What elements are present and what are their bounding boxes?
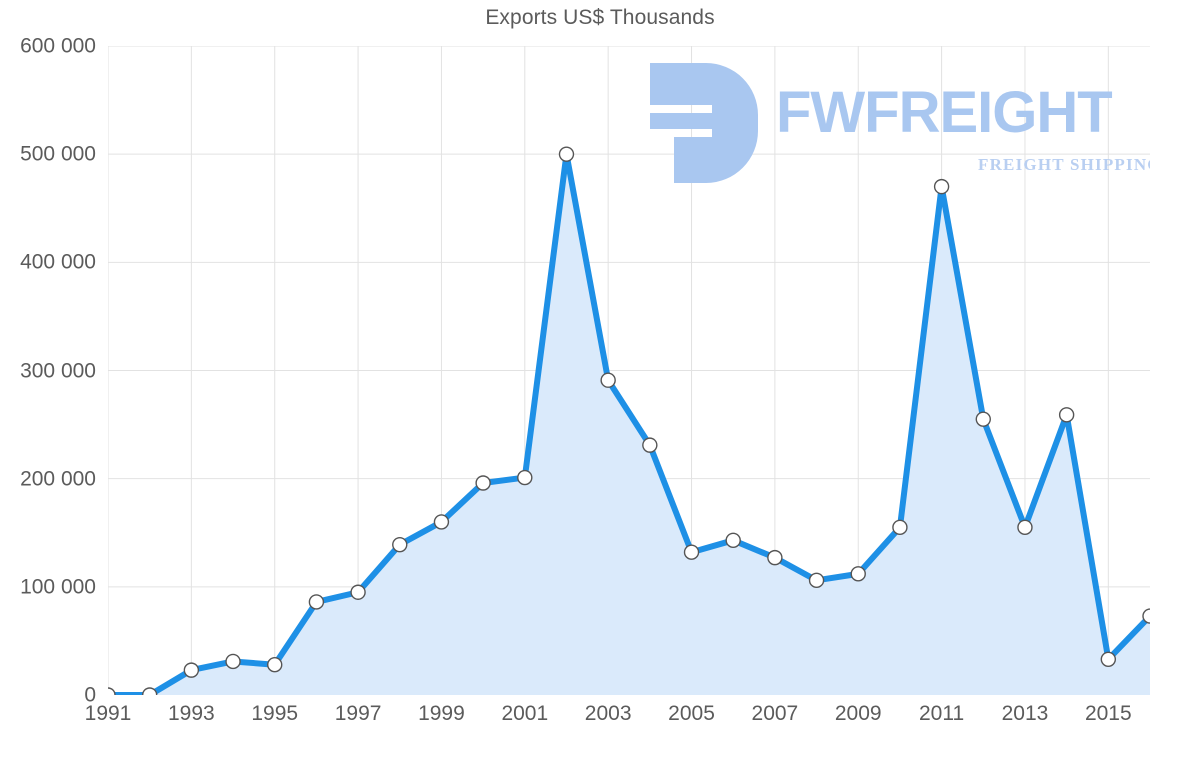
data-point-1992[interactable] (143, 688, 157, 695)
area-fill (108, 154, 1150, 695)
y-tick-0: 0 (84, 683, 96, 707)
data-point-1999[interactable] (434, 515, 448, 529)
data-point-2009[interactable] (851, 567, 865, 581)
series-line (108, 154, 1150, 695)
data-point-2006[interactable] (726, 533, 740, 547)
y-tick-100000: 100 000 (20, 575, 96, 599)
data-point-2010[interactable] (893, 520, 907, 534)
data-point-2011[interactable] (935, 180, 949, 194)
data-point-2003[interactable] (601, 373, 615, 387)
x-tick-2003: 2003 (584, 702, 632, 725)
data-point-2001[interactable] (518, 471, 532, 485)
data-point-2015[interactable] (1101, 652, 1115, 666)
x-tick-1993: 1993 (168, 702, 215, 725)
x-tick-2007: 2007 (751, 702, 799, 725)
data-point-1991[interactable] (108, 688, 115, 695)
y-axis-tick-labels: 0 100 000 200 000 300 000 400 000 500 000 600 … (0, 0, 96, 763)
data-point-1995[interactable] (268, 658, 282, 672)
x-tick-2001: 2001 (501, 702, 549, 725)
x-tick-1991: 1991 (84, 702, 132, 725)
x-tick-1995: 1995 (251, 702, 299, 725)
data-point-1998[interactable] (393, 538, 407, 552)
data-point-2008[interactable] (810, 573, 824, 587)
data-point-1993[interactable] (184, 663, 198, 677)
y-tick-200000: 200 000 (20, 467, 96, 491)
x-tick-2013: 2013 (1001, 702, 1049, 725)
data-point-1996[interactable] (309, 595, 323, 609)
y-tick-600000: 600 000 (20, 34, 96, 58)
plot-area: FWFREIGHT FREIGHT SHIPPING (108, 46, 1150, 695)
x-tick-1999: 1999 (418, 702, 465, 725)
y-tick-500000: 500 000 (20, 142, 96, 166)
x-tick-2009: 2009 (834, 702, 882, 725)
data-point-2014[interactable] (1060, 408, 1074, 422)
data-point-2007[interactable] (768, 551, 782, 565)
data-point-2012[interactable] (976, 412, 990, 426)
exports-series (108, 46, 1150, 695)
x-tick-2015: 2015 (1084, 702, 1132, 725)
data-point-2002[interactable] (559, 147, 573, 161)
x-tick-1997: 1997 (334, 702, 382, 725)
data-point-2000[interactable] (476, 476, 490, 490)
data-point-1997[interactable] (351, 585, 365, 599)
chart-title: Exports US$ Thousands (485, 6, 715, 29)
y-tick-300000: 300 000 (20, 359, 96, 382)
data-point-2005[interactable] (685, 545, 699, 559)
data-point-2004[interactable] (643, 438, 657, 452)
data-point-2016[interactable] (1143, 609, 1150, 623)
x-tick-2011: 2011 (919, 702, 965, 725)
x-tick-2005: 2005 (668, 702, 715, 725)
x-axis-tick-labels: 1991 1993 1995 1997 1999 2001 2003 2005 2007 2009… (0, 703, 1200, 743)
y-tick-400000: 400 000 (20, 250, 96, 274)
data-point-1994[interactable] (226, 654, 240, 668)
data-point-2013[interactable] (1018, 520, 1032, 534)
